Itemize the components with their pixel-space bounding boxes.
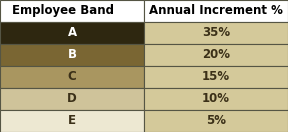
Bar [0,22,144,44]
Text: Employee Band: Employee Band [12,4,113,18]
Text: 20%: 20% [202,48,230,62]
Bar [0,88,144,110]
Bar [0,66,144,88]
Bar [144,88,288,110]
Text: 35%: 35% [202,27,230,39]
Bar [0,0,144,22]
Text: Annual Increment %: Annual Increment % [149,4,283,18]
Bar [0,44,144,66]
Text: A: A [67,27,77,39]
Text: C: C [68,70,76,84]
Text: 10%: 10% [202,93,230,105]
Bar [144,66,288,88]
Bar [144,22,288,44]
Bar [144,44,288,66]
Text: 15%: 15% [202,70,230,84]
Text: D: D [67,93,77,105]
Text: B: B [67,48,77,62]
Bar [144,0,288,22]
Bar [144,110,288,132]
Text: 5%: 5% [206,114,226,128]
Text: E: E [68,114,76,128]
Bar [0,110,144,132]
